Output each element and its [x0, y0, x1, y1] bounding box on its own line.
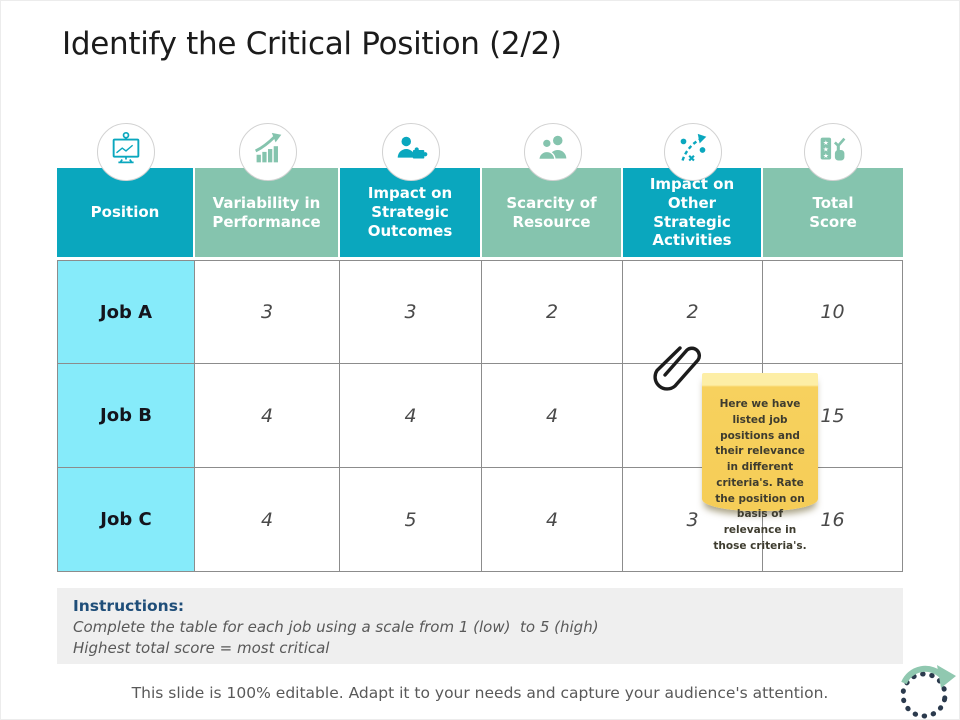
table-cell: 4 — [482, 364, 623, 468]
svg-text:★: ★ — [823, 139, 829, 147]
icon-circle — [664, 123, 722, 181]
sticky-note-text: Here we have listed job positions and th… — [713, 398, 807, 552]
footer-note: This slide is 100% editable. Adapt it to… — [131, 684, 829, 702]
table-cell: 3 — [195, 260, 340, 364]
instructions-line-1: Complete the table for each job using a … — [73, 618, 599, 636]
page-title: Identify the Critical Position (2/2) — [62, 26, 562, 62]
people-icon — [534, 131, 572, 173]
paperclip-icon — [652, 338, 714, 404]
header-position: Position — [57, 168, 195, 260]
strategy-icon — [674, 131, 712, 173]
icon-circle — [382, 123, 440, 181]
header-variability: Variability in Performance — [195, 168, 340, 260]
header-impact-other: Impact on Other Strategic Activities — [623, 168, 763, 260]
icon-circle — [524, 123, 582, 181]
table-cell: 2 — [482, 260, 623, 364]
monitor-map-icon — [107, 131, 145, 173]
table-cell: 5 — [340, 468, 482, 572]
instructions-line-2: Highest total score = most critical — [73, 639, 330, 658]
instructions-heading: Instructions: — [73, 597, 185, 615]
table-cell: 4 — [195, 364, 340, 468]
icon-circle — [97, 123, 155, 181]
table-cell: 4 — [340, 364, 482, 468]
header-total-score: Total Score — [763, 168, 903, 260]
icon-circle: ★ ★ ★ — [804, 123, 862, 181]
header-scarcity: Scarcity of Resource — [482, 168, 623, 260]
row-label: Job B — [57, 364, 195, 468]
svg-text:★: ★ — [823, 152, 829, 160]
svg-text:★: ★ — [823, 145, 829, 153]
person-puzzle-icon — [392, 131, 430, 173]
table-cell: 10 — [763, 260, 903, 364]
growth-chart-icon — [249, 131, 287, 173]
sticky-note: Here we have listed job positions and th… — [702, 373, 818, 552]
header-impact-strategic: Impact on Strategic Outcomes — [340, 168, 482, 260]
table-cell: 3 — [340, 260, 482, 364]
refresh-arrow-logo-icon — [897, 662, 960, 720]
table-cell: 4 — [482, 468, 623, 572]
row-label: Job A — [57, 260, 195, 364]
icon-circle — [239, 123, 297, 181]
rating-icon: ★ ★ ★ — [814, 131, 852, 173]
row-label: Job C — [57, 468, 195, 572]
instructions-box: Instructions: Complete the table for eac… — [57, 588, 903, 664]
table-cell: 4 — [195, 468, 340, 572]
